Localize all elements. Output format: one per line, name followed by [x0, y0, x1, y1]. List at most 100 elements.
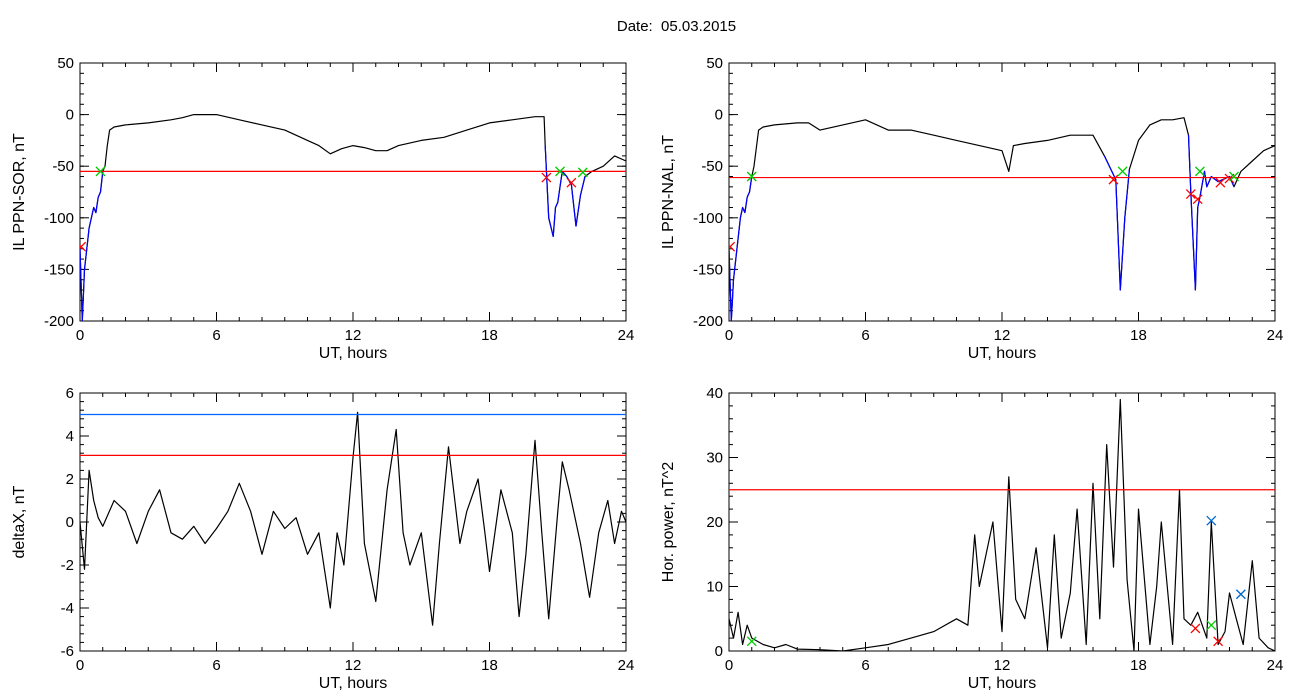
x-tick-label: 12 [994, 327, 1011, 344]
marker-stroke [1229, 171, 1240, 182]
event-marker [746, 171, 757, 182]
x-tick-label: 24 [618, 657, 635, 674]
event-marker [541, 172, 552, 183]
y-tick-label: 50 [706, 55, 723, 72]
series-line [1187, 135, 1235, 291]
y-tick-label: 4 [66, 428, 74, 445]
chart-sor: 0 6 12 18 24 -200 -150 -100 -50 0 50 UT, hours IL PP… [11, 55, 634, 362]
x-tick-label: 0 [725, 327, 733, 344]
marker-stroke [1108, 174, 1119, 185]
x-tick-label: 24 [618, 327, 635, 344]
marker-stroke [566, 177, 577, 188]
marker-stroke [1213, 636, 1224, 647]
event-marker [1190, 623, 1201, 634]
y-axis-label: IL PPN-SOR, nT [11, 133, 28, 251]
y-tick-label: 2 [66, 471, 74, 488]
chart-power: 0 6 12 18 24 0 10 20 30 40 UT, hours Hor. power, nT… [660, 385, 1283, 692]
x-tick-label: 18 [481, 327, 498, 344]
event-marker [577, 167, 588, 178]
plot-area [729, 398, 1275, 651]
y-tick-label: -2 [61, 557, 74, 574]
x-tick-label: 12 [994, 657, 1011, 674]
event-marker [1194, 166, 1205, 177]
y-tick-label: 6 [66, 385, 74, 402]
x-tick-label: 6 [212, 657, 220, 674]
event-marker [1117, 166, 1128, 177]
y-tick-label: -100 [44, 210, 74, 227]
y-tick-label: -6 [61, 643, 74, 660]
x-tick-label: 24 [1267, 657, 1284, 674]
plot-frame [728, 392, 1276, 652]
x-tick-label: 0 [76, 327, 84, 344]
marker-stroke [1235, 589, 1246, 600]
y-axis-label: deltaX, nT [11, 485, 28, 558]
x-axis-label: UT, hours [319, 675, 387, 692]
y-tick-label: 0 [715, 107, 723, 124]
series-line [544, 145, 586, 237]
x-tick-label: 0 [76, 657, 84, 674]
x-tick-label: 6 [212, 327, 220, 344]
series-line [80, 171, 104, 321]
x-tick-label: 18 [1130, 657, 1147, 674]
marker-stroke [746, 171, 757, 182]
marker-stroke [1206, 620, 1217, 631]
y-tick-label: 0 [66, 107, 74, 124]
marker-stroke [577, 167, 588, 178]
y-tick-label: -50 [52, 158, 74, 175]
event-marker [95, 166, 106, 177]
x-axis-label: UT, hours [968, 345, 1036, 362]
marker-stroke [95, 166, 106, 177]
y-tick-label: 40 [706, 385, 723, 402]
event-marker [555, 166, 565, 177]
marker-stroke [1206, 515, 1217, 526]
marker-stroke [1117, 166, 1128, 177]
x-tick-label: 18 [1130, 327, 1147, 344]
event-marker [80, 241, 87, 252]
y-tick-label: -150 [693, 261, 723, 278]
series-line [729, 398, 1275, 651]
x-axis-label: UT, hours [968, 675, 1036, 692]
x-tick-label: 6 [861, 657, 869, 674]
event-marker [1213, 636, 1224, 647]
plot-area [80, 113, 626, 321]
y-tick-label: -150 [44, 261, 74, 278]
x-tick-label: 6 [861, 327, 869, 344]
y-tick-label: -200 [693, 313, 723, 330]
event-marker [1206, 620, 1217, 631]
y-tick-label: 0 [715, 643, 723, 660]
y-axis-label: Hor. power, nT^2 [660, 462, 677, 583]
series-line [729, 117, 1275, 321]
y-tick-label: -4 [61, 600, 74, 617]
marker-stroke [1192, 194, 1203, 205]
y-tick-label: -100 [693, 210, 723, 227]
marker-stroke [1194, 166, 1205, 177]
event-marker [1192, 194, 1203, 205]
chart-nal: 0 6 12 18 24 -200 -150 -100 -50 0 50 UT, hours IL PP… [660, 55, 1283, 362]
event-marker [1215, 177, 1226, 188]
event-marker [1229, 171, 1240, 182]
page-title: Date: 05.03.2015 [616, 18, 737, 35]
event-marker [1108, 174, 1119, 185]
x-tick-label: 18 [481, 657, 498, 674]
y-tick-label: -200 [44, 313, 74, 330]
y-tick-label: 10 [706, 579, 723, 596]
y-tick-label: 20 [706, 514, 723, 531]
y-tick-label: 50 [57, 55, 74, 72]
event-marker [746, 636, 757, 647]
event-marker [729, 241, 736, 252]
marker-stroke [746, 636, 757, 647]
series-line [729, 176, 753, 321]
x-axis-label: UT, hours [319, 345, 387, 362]
event-marker [1185, 189, 1196, 200]
x-tick-label: 12 [345, 327, 362, 344]
marker-stroke [541, 172, 552, 183]
event-marker [1206, 515, 1217, 526]
series-line [80, 411, 626, 626]
x-tick-label: 0 [725, 657, 733, 674]
x-tick-label: 12 [345, 657, 362, 674]
series-line [80, 113, 626, 321]
plot-area [80, 411, 626, 626]
marker-stroke [80, 241, 87, 249]
x-tick-label: 24 [1267, 327, 1284, 344]
